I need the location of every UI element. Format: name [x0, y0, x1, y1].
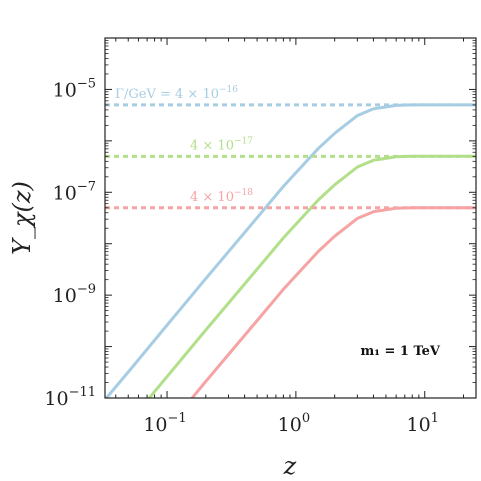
series-annotation: Γ/GeV = 4 × 10−16 [115, 85, 238, 102]
plot-frame [104, 37, 477, 399]
x-tick-label: 100 [278, 411, 310, 436]
labels-layer: 10−1 100 101 10−11 10−9 10−7 10−5 Γ/GeV = 4 × 1… [44, 76, 439, 436]
series-line [147, 154, 476, 398]
y-tick-label: 10−7 [53, 179, 96, 204]
inset-label: m₁ = 1 TeV [360, 344, 440, 359]
series-line [105, 103, 476, 398]
x-tick-label: 10−1 [143, 411, 186, 436]
series-annotation: 4 × 10−17 [190, 136, 253, 153]
y-tick-label: 10−11 [44, 385, 96, 410]
x-axis-label: z [283, 452, 297, 480]
series-line [190, 206, 476, 398]
x-tick-label: 101 [406, 411, 438, 436]
y-tick-label: 10−5 [53, 76, 96, 101]
ticks-layer [105, 37, 476, 399]
y-axis-label: Y_χ(z) [8, 181, 36, 255]
y-axis-label-text: Y_χ(z) [8, 181, 36, 255]
y-tick-label: 10−9 [53, 282, 96, 307]
series-layer [105, 103, 476, 398]
series-annotation: 4 × 10−18 [190, 188, 253, 205]
